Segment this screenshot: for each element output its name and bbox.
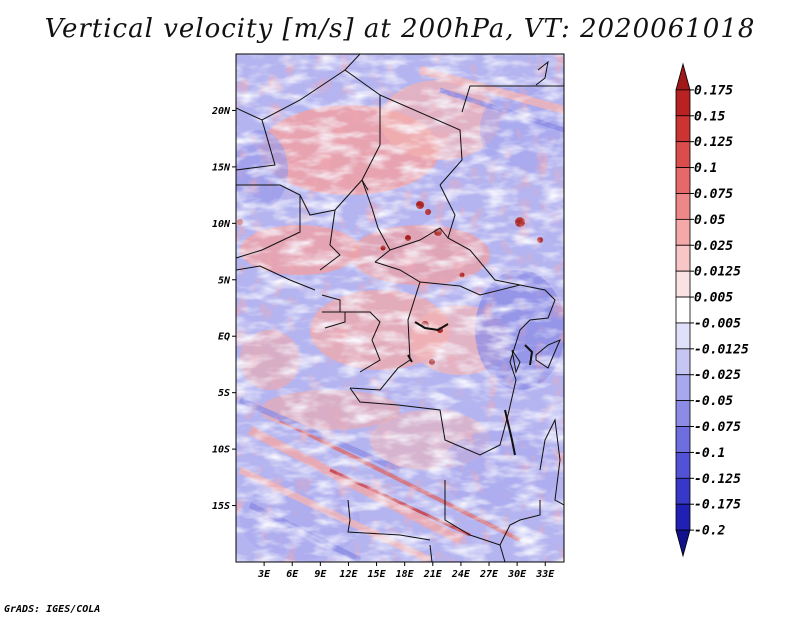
colorbar-swatch bbox=[675, 167, 691, 194]
lon-tick-label: 15E bbox=[368, 569, 387, 580]
lon-tick-label: 33E bbox=[535, 569, 555, 580]
lat-tick-label: 15S bbox=[212, 501, 230, 512]
colorbar-label: -0.125 bbox=[694, 472, 741, 487]
lat-tick-label: 5N bbox=[218, 275, 231, 286]
colorbar-label: 0.125 bbox=[694, 135, 733, 150]
lon-tick-label: 9E bbox=[314, 569, 327, 580]
colorbar-swatch bbox=[675, 477, 691, 505]
lon-tick-label: 3E bbox=[257, 569, 271, 580]
grads-credit: GrADS: IGES/COLA bbox=[4, 604, 101, 615]
colorbar-label: -0.175 bbox=[694, 498, 741, 513]
lat-tick-label: 20N bbox=[211, 106, 231, 117]
colorbar-label: 0.005 bbox=[694, 291, 733, 306]
colorbar-swatch bbox=[675, 141, 691, 168]
colorbar: 0.175 0.15 0.125 0.1 0.075 0.05 0.025 0.0125 0.0… bbox=[675, 62, 749, 558]
colorbar-label: -0.075 bbox=[694, 420, 741, 435]
lon-tick-label: 18E bbox=[396, 569, 415, 580]
colorbar-swatch bbox=[675, 62, 691, 91]
colorbar-label: -0.2 bbox=[694, 524, 725, 539]
lat-tick-label: 10S bbox=[212, 445, 230, 456]
lon-tick-label: 27E bbox=[479, 569, 499, 580]
colorbar-swatch bbox=[675, 529, 691, 558]
page-title: Vertical velocity [m/s] at 200hPa, VT: 2… bbox=[44, 14, 756, 44]
longitude-ticks: 3E 6E 9E 12E 15E 18E 21E 24E 27E 30E 33E bbox=[257, 562, 555, 580]
lon-tick-label: 30E bbox=[507, 569, 527, 580]
lon-tick-label: 21E bbox=[423, 569, 443, 580]
colorbar-swatch bbox=[675, 296, 691, 324]
map-frame bbox=[235, 53, 565, 563]
lat-tick-label: 5S bbox=[218, 388, 230, 399]
colorbar-label: -0.0125 bbox=[694, 342, 749, 357]
colorbar-label: -0.1 bbox=[694, 446, 725, 461]
colorbar-label: 0.0125 bbox=[694, 265, 741, 280]
latitude-ticks: 20N 15N 10N 5N EQ 5S 10S 15S bbox=[211, 106, 236, 512]
velocity-field bbox=[236, 54, 564, 562]
lon-tick-label: 6E bbox=[286, 569, 299, 580]
colorbar-label: -0.005 bbox=[694, 316, 741, 331]
colorbar-label: 0.075 bbox=[694, 187, 733, 202]
lat-tick-label: 15N bbox=[212, 162, 231, 173]
colorbar-swatch bbox=[675, 244, 691, 272]
colorbar-swatch bbox=[675, 452, 691, 479]
colorbar-swatch bbox=[675, 503, 691, 531]
colorbar-swatch bbox=[675, 89, 691, 117]
colorbar-label: -0.05 bbox=[694, 394, 733, 409]
colorbar-label: 0.15 bbox=[694, 109, 725, 124]
lat-tick-label: 10N bbox=[212, 219, 231, 230]
lon-tick-label: 24E bbox=[451, 569, 471, 580]
colorbar-label: 0.025 bbox=[694, 239, 733, 254]
lon-tick-label: 12E bbox=[339, 569, 358, 580]
colorbar-swatch bbox=[675, 218, 691, 246]
colorbar-swatch bbox=[675, 270, 691, 298]
colorbar-swatch bbox=[675, 115, 691, 143]
colorbar-label: 0.1 bbox=[694, 161, 717, 176]
colorbar-swatch bbox=[675, 374, 691, 402]
lat-tick-label: EQ bbox=[218, 332, 230, 343]
colorbar-swatch bbox=[675, 400, 691, 427]
colorbar-label: 0.175 bbox=[694, 83, 733, 98]
colorbar-swatch bbox=[675, 426, 691, 453]
colorbar-label: 0.05 bbox=[694, 213, 725, 228]
colorbar-swatch bbox=[675, 322, 691, 350]
colorbar-swatch bbox=[675, 193, 691, 220]
colorbar-swatch bbox=[675, 348, 691, 376]
colorbar-label: -0.025 bbox=[694, 368, 741, 383]
